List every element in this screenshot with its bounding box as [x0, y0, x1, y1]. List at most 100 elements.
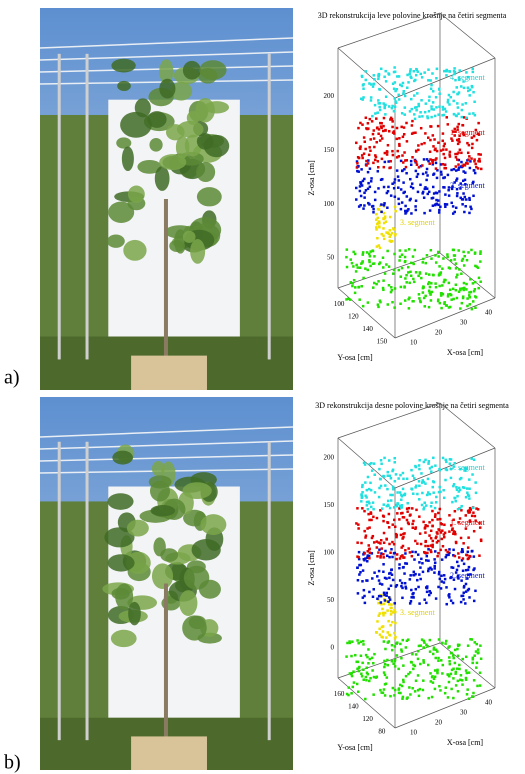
point-cloud-dot: [405, 477, 409, 481]
point-cloud-dot: [454, 670, 458, 674]
point-cloud-dot: [364, 70, 368, 73]
point-cloud-dot: [426, 174, 429, 177]
y-axis-label: Y-osa [cm]: [337, 743, 373, 752]
point-cloud-dot: [432, 677, 436, 681]
point-cloud-dot: [345, 248, 349, 251]
point-cloud-dot: [369, 138, 372, 141]
point-cloud-dot: [433, 567, 436, 570]
point-cloud-dot: [473, 113, 477, 117]
point-cloud-dot: [386, 470, 390, 474]
foliage: [196, 187, 222, 207]
point-cloud-dot: [473, 295, 477, 298]
point-cloud-dot: [359, 121, 362, 125]
point-cloud-dot: [468, 88, 472, 91]
point-cloud-dot: [457, 490, 461, 493]
point-cloud-dot: [415, 508, 418, 512]
point-cloud-dot: [411, 522, 414, 526]
point-cloud-dot: [437, 659, 440, 662]
point-cloud-dot: [393, 181, 396, 184]
point-cloud-dot: [356, 579, 360, 582]
box-edge: [439, 12, 496, 59]
point-cloud-dot: [448, 155, 452, 158]
point-cloud-dot: [467, 251, 470, 254]
point-cloud-dot: [438, 301, 442, 305]
point-cloud-dot: [407, 522, 411, 526]
point-cloud-dot: [361, 507, 364, 510]
point-cloud-dot: [414, 679, 418, 683]
point-cloud-dot: [450, 687, 453, 691]
z-tick-label: 200: [324, 454, 335, 462]
point-cloud-dot: [427, 548, 430, 551]
point-cloud-dot: [436, 299, 440, 303]
point-cloud-dot: [384, 80, 388, 83]
point-cloud-dot: [391, 131, 395, 134]
point-cloud-dot: [381, 691, 385, 695]
point-cloud-dot: [400, 584, 403, 588]
point-cloud-dot: [405, 507, 409, 510]
point-cloud-dot: [462, 131, 465, 135]
point-cloud-dot: [414, 464, 417, 468]
point-cloud-dot: [421, 192, 424, 195]
point-cloud-dot: [385, 153, 389, 156]
point-cloud-dot: [368, 556, 371, 560]
point-cloud-dot: [389, 694, 392, 698]
point-cloud-dot: [468, 198, 471, 202]
point-cloud-dot: [372, 207, 375, 211]
point-cloud-dot: [367, 548, 371, 551]
point-cloud-dot: [411, 652, 414, 656]
point-cloud-dot: [391, 239, 394, 243]
point-cloud-dot: [386, 663, 390, 667]
point-cloud-dot: [370, 177, 373, 180]
point-cloud-dot: [457, 166, 461, 169]
point-cloud-dot: [454, 672, 457, 675]
point-cloud-dot: [392, 662, 395, 665]
point-cloud-dot: [459, 288, 462, 292]
point-cloud-dot: [460, 259, 464, 262]
point-cloud-dot: [410, 468, 413, 472]
point-cloud-dot: [435, 535, 438, 538]
point-cloud-dot: [479, 644, 482, 647]
point-cloud-dot: [450, 524, 453, 527]
point-cloud-dot: [403, 106, 407, 109]
point-cloud-dot: [409, 600, 413, 603]
point-cloud-dot: [373, 255, 376, 258]
point-cloud-dot: [397, 691, 401, 695]
point-cloud-dot: [459, 467, 462, 471]
foliage: [182, 615, 207, 641]
point-cloud-dot: [438, 92, 441, 96]
point-cloud-dot: [388, 576, 391, 580]
point-cloud-dot: [374, 112, 377, 115]
point-cloud-dot: [366, 556, 369, 559]
point-cloud-dot: [424, 531, 427, 534]
point-cloud-dot: [463, 286, 466, 290]
point-cloud-dot: [416, 492, 419, 496]
point-cloud-dot: [412, 277, 415, 281]
point-cloud-dot: [464, 582, 468, 586]
point-cloud-dot: [468, 487, 471, 490]
point-cloud-dot: [456, 142, 460, 146]
point-cloud-dot: [457, 290, 461, 293]
point-cloud-dot: [427, 696, 430, 700]
wire: [39, 51, 294, 61]
point-cloud-dot: [427, 460, 431, 463]
point-cloud-dot: [400, 504, 404, 507]
point-cloud-dot: [393, 252, 396, 256]
point-cloud-dot: [365, 127, 368, 130]
point-cloud-dot: [408, 671, 412, 674]
point-cloud-dot: [379, 601, 383, 604]
point-cloud-dot: [410, 132, 414, 135]
point-cloud-dot: [478, 160, 482, 163]
point-cloud-dot: [471, 142, 474, 146]
point-cloud-dot: [443, 156, 447, 160]
point-cloud-dot: [425, 554, 429, 558]
point-cloud-dot: [373, 198, 377, 202]
point-cloud-dot: [434, 656, 437, 660]
point-cloud-dot: [413, 106, 417, 109]
point-cloud-dot: [468, 506, 472, 510]
point-cloud-dot: [411, 186, 415, 190]
point-cloud-dot: [378, 633, 382, 636]
point-cloud-dot: [446, 173, 450, 177]
point-cloud-dot: [454, 130, 457, 133]
point-cloud-dot: [459, 187, 462, 190]
point-cloud-dot: [382, 640, 386, 643]
